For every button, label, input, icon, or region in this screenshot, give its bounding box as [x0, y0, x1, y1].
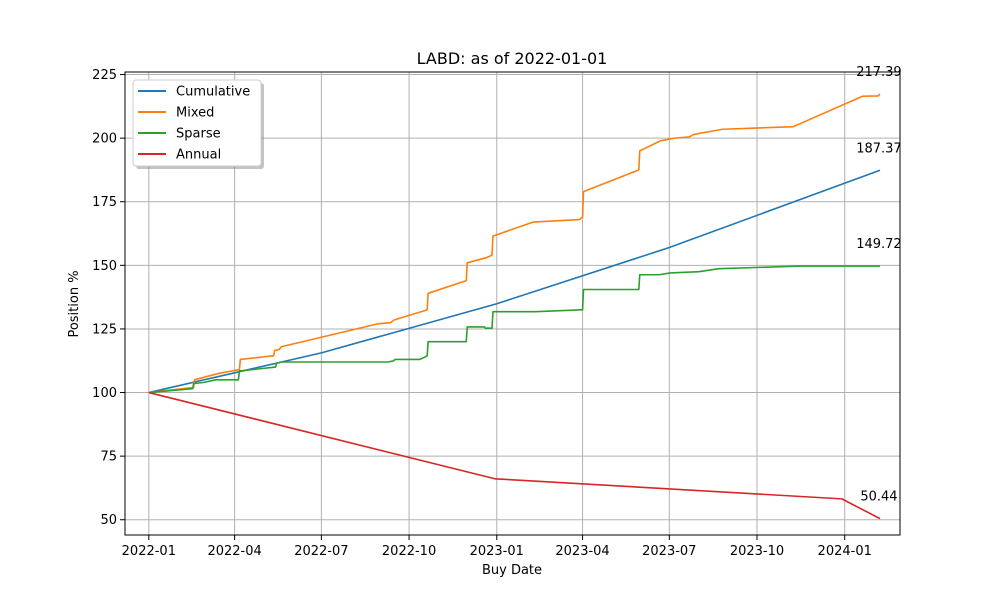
- y-tick-label: 150: [92, 259, 117, 274]
- legend: Cumulative Mixed Sparse Annual: [132, 79, 264, 169]
- series-line-sparse: [148, 265, 880, 394]
- series-line-cumulative: [148, 169, 881, 394]
- x-axis: 2022-01 2022-04 2022-07 2022-10 2023-01 2023-…: [122, 535, 872, 559]
- x-tick-label: 2022-10: [382, 544, 436, 559]
- x-tick-label: 2022-04: [207, 544, 261, 559]
- y-tick-label: 225: [92, 68, 117, 83]
- x-tick-label: 2023-04: [555, 544, 609, 559]
- end-label-sparse: 149.72: [856, 237, 902, 252]
- y-tick-label: 100: [92, 386, 117, 401]
- y-axis: 50 75 100 125 150 175 200 225: [92, 68, 125, 528]
- x-tick-label: 2022-07: [294, 544, 348, 559]
- y-tick-label: 200: [92, 132, 117, 147]
- x-tick-label: 2023-01: [470, 544, 524, 559]
- end-labels: 187.37 217.39 149.72 50.44: [856, 65, 902, 505]
- y-tick-label: 50: [100, 513, 117, 528]
- end-label-mixed: 217.39: [856, 65, 902, 80]
- legend-label-sparse: Sparse: [176, 127, 221, 142]
- y-axis-label: Position %: [67, 270, 82, 337]
- x-tick-label: 2024-01: [818, 544, 872, 559]
- series-lines: [148, 93, 881, 520]
- end-label-annual: 50.44: [860, 490, 897, 505]
- x-tick-label: 2023-10: [730, 544, 784, 559]
- legend-label-mixed: Mixed: [176, 106, 214, 121]
- y-tick-label: 175: [92, 195, 117, 210]
- y-tick-label: 75: [100, 450, 117, 465]
- plot-frame: [124, 71, 901, 536]
- series-line-mixed: [148, 93, 881, 394]
- legend-label-annual: Annual: [176, 148, 221, 163]
- legend-box: [132, 79, 262, 167]
- series-line-annual: [148, 391, 881, 520]
- y-tick-label: 125: [92, 322, 117, 337]
- grid-lines: [125, 72, 900, 535]
- chart-title: LABD: as of 2022-01-01: [417, 49, 608, 68]
- end-label-cumulative: 187.37: [856, 141, 902, 156]
- x-axis-label: Buy Date: [482, 563, 542, 578]
- x-tick-label: 2023-07: [642, 544, 696, 559]
- legend-label-cumulative: Cumulative: [176, 85, 250, 100]
- x-tick-label: 2022-01: [122, 544, 176, 559]
